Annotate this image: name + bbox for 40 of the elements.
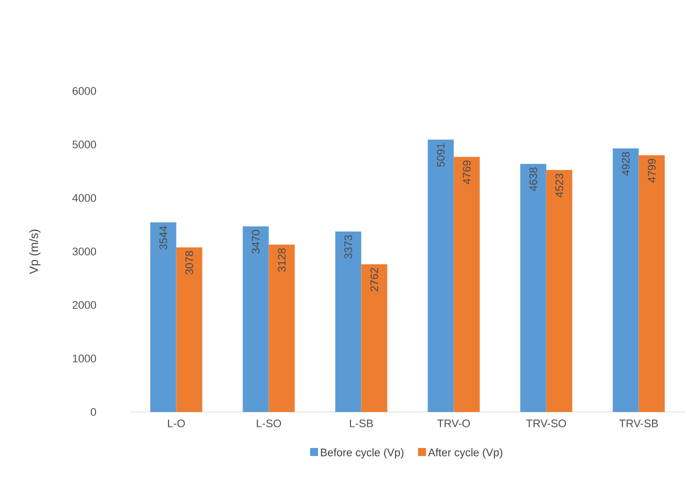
- y-tick-label: 4000: [72, 194, 96, 202]
- bar: [242, 226, 269, 412]
- data-label: 3128: [278, 248, 286, 272]
- x-tick-label: TRV-SB: [619, 420, 658, 428]
- y-tick-label: 0: [90, 408, 96, 416]
- bar: [612, 148, 639, 412]
- data-label: 3078: [185, 251, 194, 274]
- data-label: 4799: [648, 158, 656, 183]
- bar: [546, 170, 572, 412]
- x-tick-label: L-SB: [350, 420, 373, 428]
- bar: [638, 155, 665, 412]
- data-label: 4523: [555, 174, 564, 198]
- bar: [520, 164, 546, 412]
- bar: [150, 222, 176, 412]
- bar: [361, 264, 388, 412]
- legend-label: Before cycle (Vp): [320, 448, 404, 458]
- bar: [176, 247, 202, 412]
- bar: [428, 140, 454, 412]
- y-tick-label: 5000: [72, 140, 96, 148]
- x-tick-label: L-O: [168, 420, 185, 428]
- data-label: 2762: [370, 268, 378, 292]
- data-label: 4928: [622, 152, 630, 176]
- y-axis-title: Vp (m/s): [29, 230, 40, 274]
- bar: [454, 156, 480, 412]
- x-tick-label: L-SO: [256, 420, 282, 428]
- data-label: 4769: [462, 160, 471, 184]
- bar: [268, 244, 295, 412]
- data-label: 4638: [529, 168, 538, 192]
- y-tick-label: 1000: [72, 354, 96, 362]
- data-label: 3470: [252, 230, 260, 254]
- x-tick-label: TRV-SO: [526, 420, 566, 428]
- y-tick-label: 3000: [72, 248, 96, 256]
- x-tick-label: TRV-O: [437, 420, 470, 428]
- y-tick-label: 2000: [72, 301, 96, 309]
- data-label: 3373: [344, 235, 352, 259]
- data-label: 3544: [159, 226, 168, 250]
- bar: [335, 232, 362, 412]
- data-label: 5091: [436, 143, 445, 167]
- y-tick-label: 6000: [72, 87, 96, 95]
- legend-label: After cycle (Vp): [428, 448, 502, 458]
